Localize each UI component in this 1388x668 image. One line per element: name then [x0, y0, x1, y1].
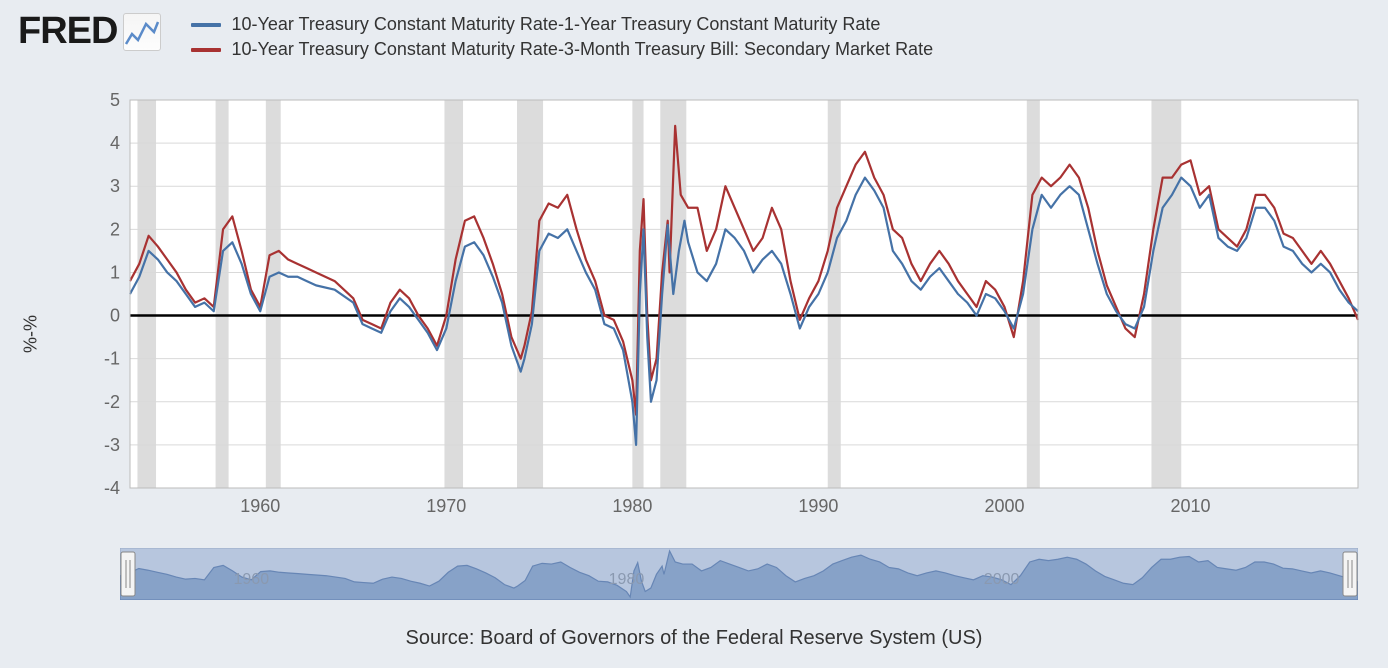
- svg-text:4: 4: [110, 133, 120, 153]
- legend-label: 10-Year Treasury Constant Maturity Rate-…: [231, 39, 933, 60]
- svg-text:1960: 1960: [240, 496, 280, 516]
- svg-text:1960: 1960: [234, 571, 270, 588]
- legend-label: 10-Year Treasury Constant Maturity Rate-…: [231, 14, 880, 35]
- legend-swatch: [191, 48, 221, 52]
- svg-text:0: 0: [110, 306, 120, 326]
- y-axis-label: %-%: [21, 315, 42, 353]
- svg-text:-4: -4: [104, 478, 120, 498]
- legend-swatch: [191, 23, 221, 27]
- legend: 10-Year Treasury Constant Maturity Rate-…: [191, 10, 933, 60]
- svg-text:1980: 1980: [612, 496, 652, 516]
- svg-text:2: 2: [110, 219, 120, 239]
- legend-item-series2[interactable]: 10-Year Treasury Constant Maturity Rate-…: [191, 39, 933, 60]
- brush-svg: 1960 1980 2000: [120, 548, 1358, 600]
- svg-text:1990: 1990: [798, 496, 838, 516]
- logo-chart-icon: [123, 13, 161, 51]
- svg-text:-2: -2: [104, 392, 120, 412]
- svg-text:5: 5: [110, 90, 120, 110]
- svg-text:2000: 2000: [984, 571, 1020, 588]
- chart-svg: -4 -3 -2 -1 0 1 2 3 4 5 1960 1970 1980 1990 2000 2010: [60, 90, 1368, 518]
- source-text: Source: Board of Governors of the Federa…: [0, 627, 1388, 650]
- svg-text:2000: 2000: [984, 496, 1024, 516]
- svg-text:1970: 1970: [426, 496, 466, 516]
- svg-text:1: 1: [110, 262, 120, 282]
- logo: FRED: [18, 10, 161, 53]
- legend-item-series1[interactable]: 10-Year Treasury Constant Maturity Rate-…: [191, 14, 933, 35]
- svg-text:1980: 1980: [609, 571, 645, 588]
- svg-text:3: 3: [110, 176, 120, 196]
- header: FRED 10-Year Treasury Constant Maturity …: [0, 0, 1388, 60]
- svg-text:-3: -3: [104, 435, 120, 455]
- svg-text:2010: 2010: [1171, 496, 1211, 516]
- main-chart[interactable]: -4 -3 -2 -1 0 1 2 3 4 5 1960 1970 1980 1990 2000 2010: [60, 90, 1368, 518]
- logo-text: FRED: [18, 10, 117, 53]
- svg-text:-1: -1: [104, 349, 120, 369]
- time-brush[interactable]: 1960 1980 2000: [120, 548, 1358, 600]
